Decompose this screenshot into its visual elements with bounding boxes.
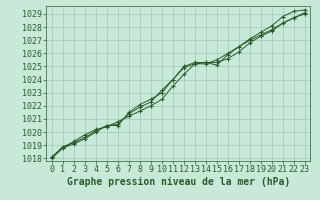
X-axis label: Graphe pression niveau de la mer (hPa): Graphe pression niveau de la mer (hPa) — [67, 177, 290, 187]
